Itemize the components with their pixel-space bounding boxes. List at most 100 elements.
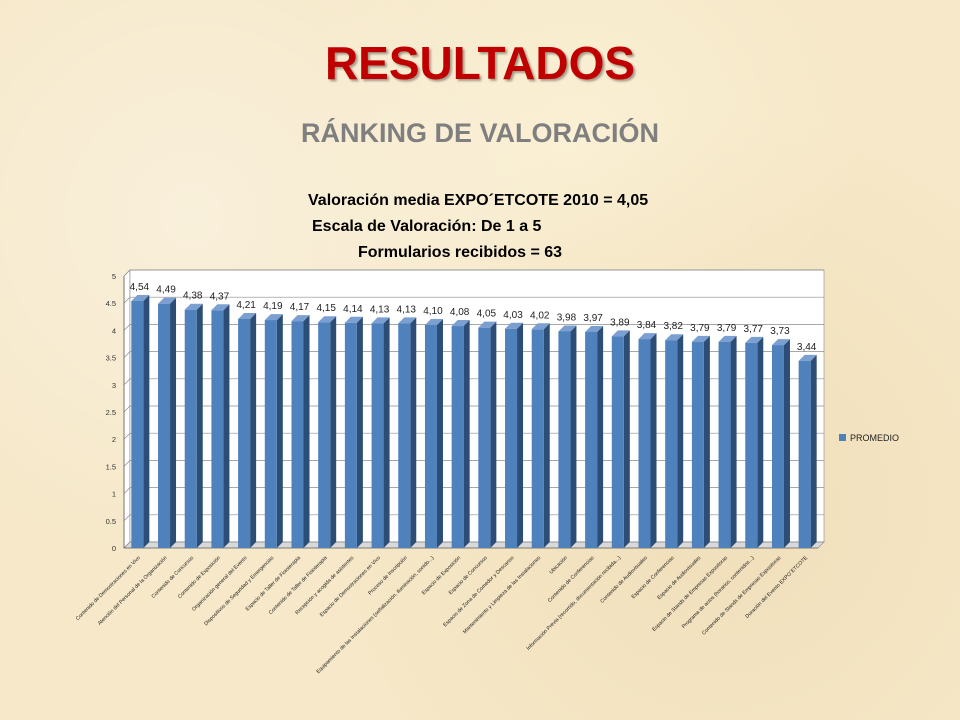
- bar: [264, 320, 277, 548]
- bar-value-label: 4,02: [530, 310, 550, 321]
- bar-top: [638, 333, 657, 340]
- bar: [238, 318, 251, 548]
- bar-top: [131, 295, 150, 302]
- bar-side: [490, 321, 497, 548]
- bar: [531, 329, 544, 548]
- gridline: [123, 269, 824, 277]
- bar: [344, 322, 357, 548]
- bar-value-label: 3,84: [637, 320, 657, 331]
- gridline: [123, 324, 824, 331]
- y-tick-label: 2.5: [106, 408, 116, 417]
- bar-top: [798, 354, 817, 361]
- x-category-label: Contenido de Conferencias: [547, 555, 596, 604]
- forms-received-line: Formularios recibidos = 63: [358, 244, 563, 261]
- bar-top: [718, 335, 737, 342]
- legend-swatch: [839, 434, 846, 441]
- bar-top: [398, 317, 417, 324]
- bar-top: [585, 326, 604, 333]
- bar: [424, 324, 437, 548]
- bar-value-label: 3,98: [557, 312, 577, 323]
- bar: [585, 332, 598, 548]
- bar-top: [158, 297, 177, 304]
- bar-top: [451, 320, 470, 327]
- bar: [665, 340, 678, 548]
- bar-side: [383, 317, 390, 548]
- y-tick-label: 4: [112, 326, 116, 335]
- bar-top: [318, 316, 337, 323]
- bar: [184, 309, 197, 548]
- bar-value-label: 4,17: [290, 302, 310, 313]
- bar-value-label: 4,10: [423, 306, 443, 317]
- bar-top: [558, 325, 577, 332]
- bar-side: [356, 316, 363, 548]
- bar-top: [291, 315, 310, 322]
- bar-top: [478, 321, 497, 328]
- y-tick-label: 5: [112, 272, 116, 281]
- y-tick-label: 3: [112, 381, 116, 390]
- bar-side: [276, 314, 283, 548]
- y-tick-label: 2: [112, 435, 116, 444]
- bar-side: [543, 323, 550, 548]
- bar-side: [330, 316, 337, 548]
- bar: [505, 328, 518, 548]
- bar-top: [184, 303, 203, 310]
- slide-subtitle: RÁNKING DE VALORACIÓN: [300, 118, 659, 148]
- y-tick-label: 4.5: [106, 299, 116, 308]
- bar: [771, 345, 784, 548]
- bar: [478, 327, 491, 548]
- bar-side: [597, 326, 604, 548]
- bar-side: [223, 304, 230, 548]
- bar-side: [703, 335, 710, 548]
- bar-top: [665, 334, 684, 341]
- average-rating-line: Valoración media EXPO´ETCOTE 2010 = 4,05: [308, 192, 649, 209]
- x-category-label: Ubicación: [548, 555, 568, 575]
- x-category-label: Contenido de Audiovisuales: [599, 555, 649, 605]
- bar-side: [783, 339, 790, 548]
- bar-side: [170, 297, 177, 548]
- bar: [638, 339, 651, 548]
- bar-side: [517, 322, 524, 548]
- bar: [611, 336, 624, 548]
- bar-value-label: 4,21: [236, 300, 256, 311]
- bar-top: [264, 314, 283, 321]
- bar-side: [250, 312, 257, 548]
- bar-side: [730, 335, 737, 548]
- bar: [211, 310, 224, 548]
- bar-value-label: 3,89: [610, 317, 630, 328]
- bar-side: [677, 334, 684, 548]
- y-tick-label: 3.5: [106, 354, 116, 363]
- y-tick-label: 1: [112, 490, 116, 499]
- bar-top: [211, 304, 230, 311]
- gridline: [123, 296, 824, 304]
- bar-value-label: 3,97: [583, 313, 603, 324]
- bar-value-label: 4,14: [343, 304, 363, 315]
- bar-value-label: 4,37: [210, 291, 230, 302]
- legend-label: PROMEDIO: [850, 433, 899, 443]
- bar-value-label: 4,54: [130, 282, 150, 293]
- bar-value-label: 3,79: [717, 323, 737, 334]
- bar-side: [623, 330, 630, 548]
- bar-value-label: 3,79: [690, 323, 710, 334]
- bar-top: [771, 339, 790, 346]
- bar-side: [757, 336, 764, 548]
- y-tick-label: 0: [112, 544, 116, 553]
- bar: [691, 341, 704, 548]
- bar-top: [691, 335, 710, 342]
- bar-value-label: 4,03: [503, 310, 523, 321]
- bar-side: [650, 333, 657, 548]
- bar: [371, 323, 384, 548]
- bar-side: [436, 318, 443, 548]
- x-category-label: Información Previa (recorrido, documenta…: [526, 555, 623, 652]
- bar-value-label: 3,44: [797, 342, 817, 353]
- bar: [158, 303, 171, 548]
- bar-side: [143, 295, 150, 548]
- bar-value-label: 4,38: [183, 291, 203, 302]
- bar: [291, 321, 304, 548]
- bar: [718, 341, 731, 548]
- bar: [318, 322, 331, 548]
- bar-top: [505, 322, 524, 329]
- bar-top: [344, 316, 363, 323]
- bar-top: [371, 317, 390, 324]
- bar-value-label: 4,13: [397, 304, 417, 315]
